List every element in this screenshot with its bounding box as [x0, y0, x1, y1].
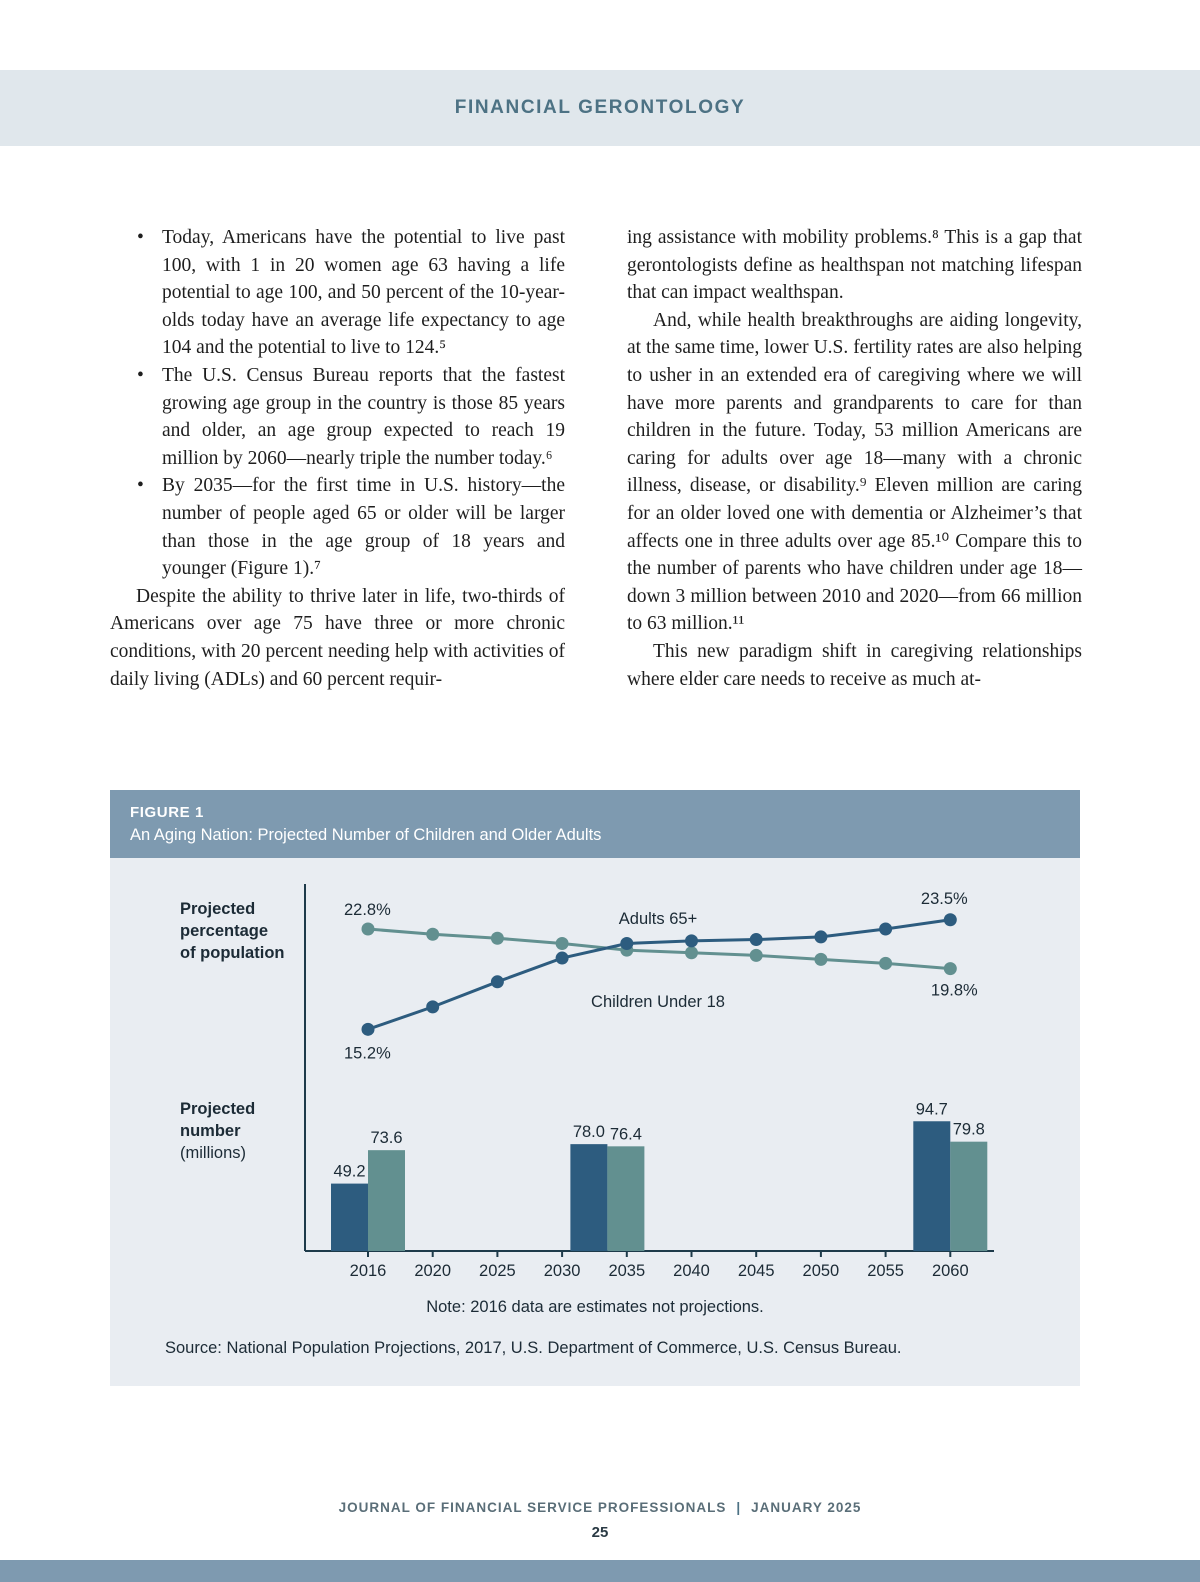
data-point — [361, 922, 375, 936]
bar-groups: 49.2 73.6 78.0 76.4 94.7 79.8 — [331, 1100, 988, 1251]
data-point — [879, 956, 893, 970]
x-tick-label: 2040 — [673, 1262, 710, 1280]
x-tick-label: 2020 — [414, 1262, 451, 1280]
bullet-item-2: The U.S. Census Bureau reports that the … — [110, 362, 565, 472]
data-point — [361, 1022, 375, 1036]
data-point — [490, 931, 504, 945]
running-head: FINANCIAL GERONTOLOGY — [0, 70, 1200, 146]
data-point — [685, 946, 698, 960]
percent-axis-caption: percentage — [180, 922, 268, 940]
number-axis-caption: Projected — [180, 1100, 255, 1118]
adults-bar — [570, 1144, 608, 1251]
figure-source: Source: National Population Projections,… — [165, 1339, 902, 1357]
line-series-children — [361, 922, 957, 976]
bullet-item-1: Today, Americans have the potential to l… — [110, 224, 565, 362]
children-last-label: 19.8% — [931, 982, 978, 1000]
journal-name: JOURNAL OF FINANCIAL SERVICE PROFESSIONA… — [338, 1500, 727, 1515]
data-point — [426, 927, 440, 941]
article-body: Today, Americans have the potential to l… — [110, 224, 1082, 693]
axis-captions: Projected percentage of population Projecte… — [180, 900, 284, 1162]
figure-chart: 2016 2020 2025 2030 2035 2040 2045 2050 2055 2060… — [180, 884, 994, 1280]
children-bar — [368, 1150, 405, 1251]
line-series-adults — [361, 913, 957, 1036]
x-tick-label: 2030 — [544, 1262, 581, 1280]
page-number: 25 — [591, 1524, 609, 1541]
x-tick-label: 2025 — [479, 1262, 516, 1280]
figure-1-panel: FIGURE 1 An Aging Nation: Projected Numb… — [110, 790, 1080, 1386]
bullet-list: Today, Americans have the potential to l… — [110, 224, 565, 583]
percent-labels: 15.2% 23.5% 22.8% 19.8% — [344, 890, 978, 1063]
figure-label: FIGURE 1 — [130, 804, 204, 821]
data-point — [749, 948, 763, 962]
x-tick-label: 2035 — [608, 1262, 645, 1280]
figure-body: 2016 2020 2025 2030 2035 2040 2045 2050 2055 2060… — [110, 858, 1080, 1386]
adults-first-label: 15.2% — [344, 1044, 391, 1062]
adults-bar-value: 94.7 — [916, 1100, 948, 1118]
right-column: ing assistance with mobility problems.⁸ … — [627, 224, 1082, 693]
children-bar-value: 73.6 — [370, 1129, 402, 1147]
data-point — [620, 937, 634, 951]
bullet-item-3: By 2035—for the first time in U.S. histo… — [110, 472, 565, 582]
journal-line: JOURNAL OF FINANCIAL SERVICE PROFESSIONA… — [0, 1500, 1200, 1515]
children-bar-value: 79.8 — [953, 1121, 985, 1139]
data-point — [814, 952, 828, 966]
running-head-title: FINANCIAL GERONTOLOGY — [454, 97, 746, 118]
children-bar — [950, 1141, 988, 1251]
figure-header: FIGURE 1 An Aging Nation: Projected Numb… — [110, 790, 1080, 858]
x-tick-label: 2016 — [350, 1262, 387, 1280]
adults-last-label: 23.5% — [921, 890, 968, 908]
left-column: Today, Americans have the potential to l… — [110, 224, 565, 693]
left-paragraph: Despite the ability to thrive later in l… — [110, 585, 565, 690]
right-paragraph-3: This new paradigm shift in caregiving re… — [627, 640, 1082, 690]
children-series-label: Children Under 18 — [591, 993, 725, 1011]
data-point — [490, 975, 504, 989]
data-point — [943, 962, 957, 976]
adults-bar — [913, 1121, 951, 1251]
chart-axes: 2016 2020 2025 2030 2035 2040 2045 2050 2055 2060 — [304, 884, 994, 1280]
data-point — [555, 951, 569, 965]
number-axis-caption: number — [180, 1122, 241, 1140]
percent-axis-caption: of population — [180, 944, 284, 962]
adults-bar — [331, 1183, 368, 1251]
right-paragraph-1: ing assistance with mobility problems.⁸ … — [627, 227, 1082, 304]
adults-bar-value: 78.0 — [573, 1123, 605, 1141]
children-bar — [607, 1146, 645, 1251]
figure-subtitle: An Aging Nation: Projected Number of Chi… — [130, 826, 602, 844]
data-point — [685, 934, 698, 948]
data-point — [943, 913, 957, 927]
x-tick-label: 2045 — [738, 1262, 775, 1280]
x-tick-label: 2060 — [932, 1262, 969, 1280]
right-paragraph-2: And, while health breakthroughs are aidi… — [627, 309, 1082, 635]
data-point — [555, 937, 569, 951]
figure-note: Note: 2016 data are estimates not projec… — [426, 1298, 764, 1316]
data-point — [426, 1000, 440, 1014]
data-point — [879, 922, 893, 936]
adults-series-label: Adults 65+ — [619, 910, 697, 928]
number-axis-caption: (millions) — [180, 1144, 246, 1162]
children-bar-value: 76.4 — [610, 1125, 642, 1143]
x-tick-label: 2055 — [867, 1262, 904, 1280]
data-point — [749, 933, 763, 947]
adults-bar-value: 49.2 — [333, 1163, 365, 1181]
footer-separator: | — [736, 1500, 742, 1515]
x-tick-label: 2050 — [803, 1262, 840, 1280]
data-point — [814, 930, 828, 944]
footer-band — [0, 1560, 1200, 1582]
page-footer: JOURNAL OF FINANCIAL SERVICE PROFESSIONA… — [0, 1500, 1200, 1541]
issue-date: JANUARY 2025 — [751, 1500, 862, 1515]
children-first-label: 22.8% — [344, 901, 391, 919]
percent-axis-caption: Projected — [180, 900, 255, 918]
